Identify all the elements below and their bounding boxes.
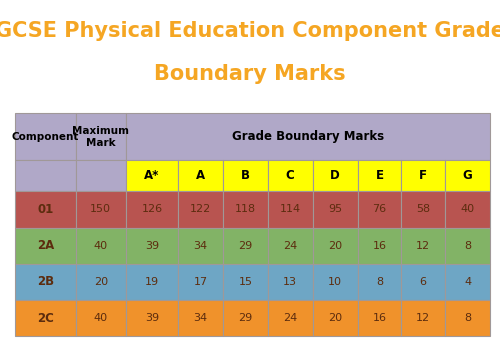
Text: 122: 122 xyxy=(190,204,211,215)
Text: 40: 40 xyxy=(94,313,108,323)
Text: 10: 10 xyxy=(328,277,342,287)
Text: 12: 12 xyxy=(416,313,430,323)
Text: E: E xyxy=(376,169,384,182)
Text: Maximum
Mark: Maximum Mark xyxy=(72,126,130,148)
Text: 13: 13 xyxy=(283,277,297,287)
Text: 34: 34 xyxy=(194,313,207,323)
Text: 39: 39 xyxy=(145,313,159,323)
Text: 95: 95 xyxy=(328,204,342,215)
Text: 76: 76 xyxy=(372,204,386,215)
Text: 24: 24 xyxy=(283,241,298,251)
Text: GCSE Physical Education Component Grade: GCSE Physical Education Component Grade xyxy=(0,21,500,41)
Text: G: G xyxy=(462,169,472,182)
Text: 12: 12 xyxy=(416,241,430,251)
Text: 16: 16 xyxy=(372,241,386,251)
Text: 58: 58 xyxy=(416,204,430,215)
Text: 118: 118 xyxy=(235,204,256,215)
Text: 8: 8 xyxy=(464,313,471,323)
Text: A: A xyxy=(196,169,205,182)
Text: 20: 20 xyxy=(328,241,342,251)
Text: 17: 17 xyxy=(194,277,207,287)
Text: 8: 8 xyxy=(464,241,471,251)
Text: Boundary Marks: Boundary Marks xyxy=(154,64,346,84)
Text: 20: 20 xyxy=(94,277,108,287)
Text: Component: Component xyxy=(12,132,79,142)
Text: 15: 15 xyxy=(238,277,252,287)
Text: 20: 20 xyxy=(328,313,342,323)
Text: 34: 34 xyxy=(194,241,207,251)
Text: 4: 4 xyxy=(464,277,471,287)
Text: 16: 16 xyxy=(372,313,386,323)
Text: D: D xyxy=(330,169,340,182)
Text: 114: 114 xyxy=(280,204,301,215)
Text: 2A: 2A xyxy=(36,239,54,252)
Text: 29: 29 xyxy=(238,241,252,251)
Text: 19: 19 xyxy=(145,277,159,287)
Text: 29: 29 xyxy=(238,313,252,323)
Text: 150: 150 xyxy=(90,204,112,215)
Text: 39: 39 xyxy=(145,241,159,251)
Text: 01: 01 xyxy=(37,203,54,216)
Text: 2C: 2C xyxy=(37,312,54,325)
Text: Grade Boundary Marks: Grade Boundary Marks xyxy=(232,130,384,143)
Text: 24: 24 xyxy=(283,313,298,323)
Text: F: F xyxy=(419,169,427,182)
Text: 40: 40 xyxy=(460,204,474,215)
Text: 126: 126 xyxy=(142,204,163,215)
Text: C: C xyxy=(286,169,294,182)
Text: 6: 6 xyxy=(420,277,426,287)
Text: 8: 8 xyxy=(376,277,383,287)
Text: 2B: 2B xyxy=(37,275,54,289)
Text: A*: A* xyxy=(144,169,160,182)
Text: 40: 40 xyxy=(94,241,108,251)
Text: B: B xyxy=(241,169,250,182)
